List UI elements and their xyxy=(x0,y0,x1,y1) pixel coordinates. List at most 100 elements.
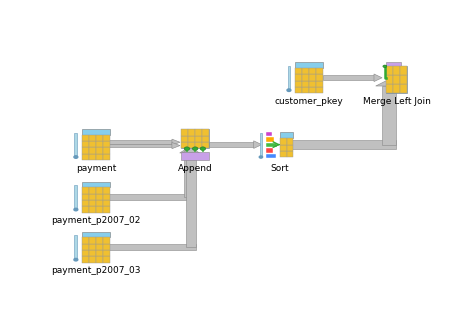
Bar xyxy=(400,84,407,93)
Bar xyxy=(295,81,302,87)
Bar xyxy=(103,244,110,250)
Bar xyxy=(280,132,293,138)
Polygon shape xyxy=(186,153,196,247)
Bar xyxy=(96,244,103,250)
Bar xyxy=(386,84,393,93)
Bar xyxy=(103,237,110,244)
Bar xyxy=(182,129,188,135)
Bar xyxy=(82,250,89,256)
Bar xyxy=(96,206,103,213)
Bar xyxy=(82,141,89,148)
Text: Merge Left Join: Merge Left Join xyxy=(363,97,431,106)
Polygon shape xyxy=(254,141,262,148)
Circle shape xyxy=(74,208,78,211)
Bar xyxy=(287,151,293,157)
Bar xyxy=(182,153,209,160)
Bar xyxy=(103,148,110,154)
Circle shape xyxy=(200,147,206,150)
Bar xyxy=(96,193,103,200)
Bar xyxy=(386,62,401,66)
Bar xyxy=(82,187,89,193)
Bar xyxy=(82,232,110,237)
Bar xyxy=(82,193,89,200)
Bar xyxy=(393,75,400,84)
Bar xyxy=(182,135,188,142)
Bar xyxy=(89,250,96,256)
Bar xyxy=(89,244,96,250)
Bar xyxy=(109,140,172,144)
Bar xyxy=(309,81,316,87)
Bar xyxy=(393,66,400,75)
Bar xyxy=(96,141,103,148)
Bar xyxy=(295,74,302,81)
Bar xyxy=(82,154,89,160)
Bar xyxy=(89,187,96,193)
Bar xyxy=(103,135,110,141)
Bar xyxy=(103,154,110,160)
Polygon shape xyxy=(292,140,396,149)
Circle shape xyxy=(74,156,78,158)
Bar xyxy=(96,135,103,141)
Bar xyxy=(103,206,110,213)
Bar xyxy=(393,84,400,93)
Bar xyxy=(82,182,110,187)
Bar xyxy=(287,144,293,151)
Bar xyxy=(309,68,316,74)
Bar xyxy=(266,143,277,147)
Circle shape xyxy=(259,156,263,158)
Bar xyxy=(266,137,274,142)
Bar xyxy=(386,66,393,75)
Bar xyxy=(96,148,103,154)
Bar xyxy=(96,237,103,244)
Bar xyxy=(89,193,96,200)
Bar xyxy=(109,144,172,148)
Bar xyxy=(188,142,195,148)
Bar xyxy=(302,87,309,93)
Bar xyxy=(74,236,77,259)
Bar xyxy=(295,62,323,68)
Polygon shape xyxy=(172,143,180,149)
Bar xyxy=(82,148,89,154)
Polygon shape xyxy=(109,244,196,250)
Bar xyxy=(96,200,103,206)
Bar xyxy=(96,187,103,193)
Bar xyxy=(323,76,374,80)
Bar xyxy=(202,135,209,142)
Polygon shape xyxy=(376,79,402,86)
Text: Sort: Sort xyxy=(270,164,289,173)
Bar xyxy=(89,256,96,263)
Polygon shape xyxy=(182,148,200,153)
Bar xyxy=(400,75,407,84)
Polygon shape xyxy=(183,153,193,197)
Bar xyxy=(82,200,89,206)
Polygon shape xyxy=(172,139,180,145)
Bar xyxy=(96,256,103,263)
Polygon shape xyxy=(382,86,396,144)
Bar xyxy=(280,144,287,151)
Bar xyxy=(202,142,209,148)
Bar xyxy=(202,129,209,135)
Bar xyxy=(89,148,96,154)
Circle shape xyxy=(287,89,291,91)
Bar xyxy=(266,148,273,153)
Polygon shape xyxy=(109,194,193,200)
Bar xyxy=(89,135,96,141)
Bar xyxy=(195,135,202,142)
Bar xyxy=(89,141,96,148)
Bar xyxy=(103,193,110,200)
Text: customer_pkey: customer_pkey xyxy=(274,97,344,106)
Polygon shape xyxy=(180,148,197,153)
Bar xyxy=(82,256,89,263)
Bar xyxy=(302,81,309,87)
Bar xyxy=(96,250,103,256)
Bar xyxy=(82,129,110,135)
Bar xyxy=(309,87,316,93)
Bar xyxy=(182,142,188,148)
Bar xyxy=(316,68,323,74)
Bar xyxy=(89,154,96,160)
Bar xyxy=(280,138,287,144)
Bar xyxy=(195,142,202,148)
Text: payment: payment xyxy=(76,164,116,173)
Bar xyxy=(188,135,195,142)
Text: payment_p2007_03: payment_p2007_03 xyxy=(51,267,141,276)
